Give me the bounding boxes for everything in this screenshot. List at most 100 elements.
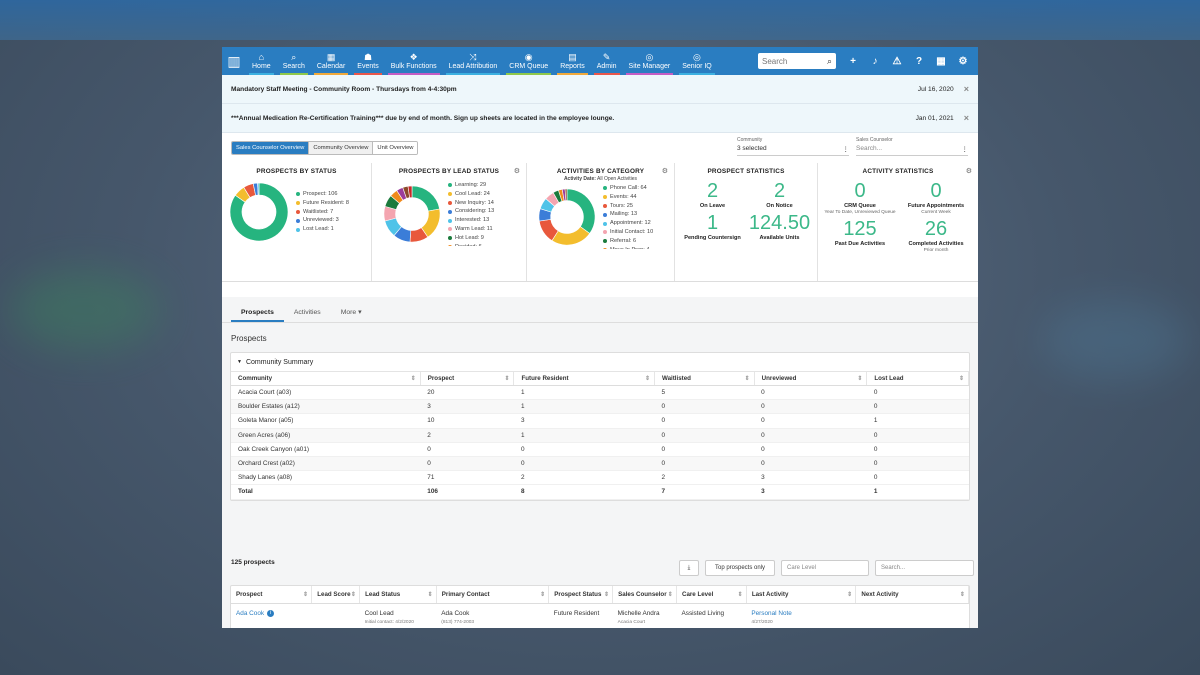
legend-item[interactable]: Future Resident: 8 bbox=[296, 199, 349, 208]
apps-grid-icon[interactable]: ▦ bbox=[936, 55, 946, 67]
legend-item[interactable]: Tours: 25 bbox=[603, 202, 653, 211]
donut-slice[interactable] bbox=[566, 188, 596, 234]
top-prospects-button[interactable]: Top prospects only bbox=[705, 560, 775, 576]
last-activity-cell-value[interactable]: Personal Note bbox=[751, 610, 792, 617]
stat-cell[interactable]: 0 CRM Queue Year To Date, Unreviewed Queue bbox=[822, 179, 898, 215]
donut-slice[interactable] bbox=[257, 182, 260, 196]
legend-item[interactable]: Unreviewed: 3 bbox=[296, 216, 349, 225]
nav-item-admin[interactable]: ✎ Admin bbox=[591, 47, 623, 75]
stat-cell[interactable]: 2 On Leave bbox=[679, 179, 746, 209]
sort-icon[interactable]: ⇕ bbox=[540, 591, 546, 598]
legend-item[interactable]: Considering: 13 bbox=[448, 207, 494, 216]
kebab-icon[interactable]: ⋮ bbox=[961, 146, 969, 153]
column-header[interactable]: Care Level ⇕ bbox=[676, 586, 747, 604]
legend-item[interactable]: Initial Contact: 10 bbox=[603, 228, 653, 237]
column-header[interactable]: Sales Counselor ⇕ bbox=[612, 586, 677, 604]
legend-item[interactable]: Waitlisted: 7 bbox=[296, 208, 349, 217]
view-community-overview[interactable]: Community Overview bbox=[309, 142, 374, 154]
stat-cell[interactable]: 1 Pending Countersign bbox=[679, 211, 746, 241]
table-row[interactable]: Orchard Crest (a02) 0 0 0 0 0 bbox=[231, 456, 969, 472]
settings-gear-icon[interactable]: ⚙ bbox=[958, 55, 968, 67]
stat-cell[interactable]: 124.50 Available Units bbox=[746, 211, 813, 241]
table-row[interactable]: Oak Creek Canyon (a01) 0 0 0 0 0 bbox=[231, 442, 969, 457]
column-header[interactable]: Lead Score ⇕ bbox=[311, 586, 361, 604]
stat-cell[interactable]: 125 Past Due Activities bbox=[822, 217, 898, 253]
nav-item-search[interactable]: ⌕ Search bbox=[277, 47, 311, 75]
community-select[interactable]: Community 3 selected ⋮ bbox=[737, 137, 849, 156]
sort-icon[interactable]: ⇕ bbox=[644, 376, 650, 382]
kebab-icon[interactable]: ⋮ bbox=[842, 146, 850, 153]
column-header[interactable]: Future Resident ⇕ bbox=[513, 372, 655, 386]
legend-item[interactable]: Appointment: 12 bbox=[603, 219, 653, 228]
column-header[interactable]: Prospect ⇕ bbox=[231, 586, 313, 604]
tab-prospects[interactable]: Prospects bbox=[231, 309, 284, 322]
legend-item[interactable]: Prospect: 106 bbox=[296, 190, 349, 199]
sort-icon[interactable]: ⇕ bbox=[847, 591, 853, 598]
warning-icon[interactable]: ⚠ bbox=[892, 55, 902, 67]
sort-icon[interactable]: ⇕ bbox=[350, 591, 357, 598]
building-logo-icon[interactable]: ▥ bbox=[227, 52, 241, 69]
download-button[interactable]: ⤓ bbox=[679, 560, 699, 576]
stat-cell[interactable]: 0 Future Appointments Current Week bbox=[898, 179, 974, 215]
sort-icon[interactable]: ⇕ bbox=[744, 376, 750, 382]
community-summary-toggle[interactable]: ▼ Community Summary bbox=[231, 353, 969, 372]
legend-item[interactable]: Events: 44 bbox=[603, 193, 653, 202]
prospect-search-input[interactable]: Search... bbox=[875, 560, 974, 576]
donut-slice[interactable] bbox=[229, 182, 289, 242]
column-header[interactable]: Community ⇕ bbox=[231, 372, 421, 386]
nav-item-crm-queue[interactable]: ◉ CRM Queue bbox=[503, 47, 554, 75]
legend-item[interactable]: Mailing: 13 bbox=[603, 210, 653, 219]
gear-icon[interactable]: ⚙ bbox=[513, 168, 520, 175]
nav-item-home[interactable]: ⌂ Home bbox=[246, 47, 277, 75]
donut-slice[interactable] bbox=[407, 185, 413, 198]
donut-slice[interactable] bbox=[564, 188, 568, 201]
legend-item[interactable]: Learning: 29 bbox=[448, 181, 494, 190]
view-sales-counselor-overview[interactable]: Sales Counselor Overview bbox=[232, 142, 310, 154]
close-icon[interactable]: × bbox=[963, 84, 969, 94]
table-row[interactable]: Green Acres (a06) 2 1 0 0 0 bbox=[231, 428, 969, 443]
legend-item[interactable]: Referral: 6 bbox=[603, 237, 653, 246]
tab-more[interactable]: More ▾ bbox=[340, 309, 362, 316]
column-header[interactable]: Last Activity ⇕ bbox=[746, 586, 857, 604]
global-search-input[interactable]: Search ⌕ bbox=[758, 53, 836, 69]
sort-icon[interactable]: ⇕ bbox=[603, 591, 610, 598]
sort-icon[interactable]: ⇕ bbox=[427, 591, 433, 598]
care-level-input[interactable]: Care Level bbox=[781, 560, 869, 576]
nav-item-senior-iq[interactable]: ◎ Senior IQ bbox=[676, 47, 718, 75]
donut-slice[interactable] bbox=[551, 225, 591, 245]
column-header[interactable]: Unreviewed ⇕ bbox=[754, 372, 868, 386]
nav-item-site-manager[interactable]: ◎ Site Manager bbox=[623, 47, 677, 75]
stat-cell[interactable]: 2 On Notice bbox=[746, 179, 813, 209]
table-row[interactable]: Ada Cook i Cool Lead Initial contact: 4/2/2… bbox=[231, 603, 969, 628]
sort-icon[interactable]: ⇕ bbox=[410, 376, 416, 382]
table-row[interactable]: Shady Lanes (a08) 71 2 2 3 0 bbox=[231, 470, 969, 486]
stat-cell[interactable]: 26 Completed Activities Prior month bbox=[898, 217, 974, 253]
sort-icon[interactable]: ⇕ bbox=[958, 376, 964, 382]
tab-activities[interactable]: Activities bbox=[293, 309, 321, 316]
view-unit-overview[interactable]: Unit Overview bbox=[373, 142, 418, 154]
legend-item[interactable]: Phone Call: 64 bbox=[603, 184, 653, 193]
sales-counselor-select[interactable]: Sales Counselor Search... ⋮ bbox=[856, 137, 968, 156]
sort-icon[interactable]: ⇕ bbox=[504, 376, 510, 382]
legend-item[interactable]: Cool Lead: 24 bbox=[448, 190, 494, 199]
column-header[interactable]: Next Activity ⇕ bbox=[855, 586, 969, 604]
table-row[interactable]: Boulder Estates (a12) 3 1 0 0 0 bbox=[231, 399, 969, 415]
sort-icon[interactable]: ⇕ bbox=[857, 376, 863, 382]
sort-icon[interactable]: ⇕ bbox=[303, 591, 309, 598]
legend-item[interactable]: Interested: 13 bbox=[448, 216, 494, 225]
gear-icon[interactable]: ⚙ bbox=[661, 168, 668, 175]
table-row[interactable]: Goleta Manor (a05) 10 3 0 0 1 bbox=[231, 413, 969, 429]
nav-item-events[interactable]: ☗ Events bbox=[351, 47, 384, 75]
bell-icon[interactable]: ♪ bbox=[872, 55, 878, 67]
legend-item[interactable]: Hot Lead: 9 bbox=[448, 234, 494, 243]
nav-item-lead-attribution[interactable]: ⤨ Lead Attribution bbox=[443, 47, 504, 75]
sort-icon[interactable]: ⇕ bbox=[667, 591, 673, 598]
column-header[interactable]: Waitlisted ⇕ bbox=[654, 372, 755, 386]
legend-item[interactable]: Decided: 6 bbox=[448, 243, 494, 246]
column-header[interactable]: Prospect ⇕ bbox=[420, 372, 515, 386]
close-icon[interactable]: × bbox=[963, 113, 969, 123]
search-icon[interactable]: ⌕ bbox=[826, 55, 832, 66]
prospect-name-link[interactable]: Ada Cook bbox=[236, 610, 265, 618]
legend-item[interactable]: Warm Lead: 11 bbox=[448, 225, 494, 234]
donut-slice[interactable] bbox=[411, 185, 440, 211]
